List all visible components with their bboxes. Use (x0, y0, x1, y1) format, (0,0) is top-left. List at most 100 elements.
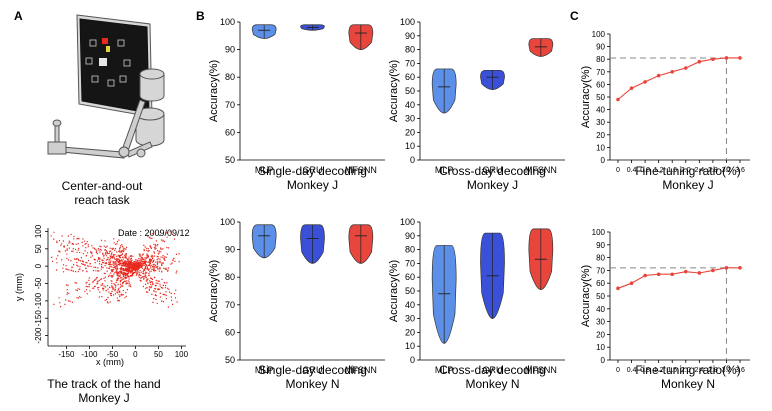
chart-caption: Single-day decoding (258, 164, 367, 178)
handle-icon (47, 119, 67, 155)
x-tick-label: MLP (255, 365, 274, 375)
y-tick-label: 40 (596, 106, 605, 115)
accuracy-point (670, 70, 675, 74)
chart-subcaption: Monkey N (465, 377, 519, 391)
y-tick-label: 70 (225, 100, 235, 110)
accuracy-point (629, 86, 634, 90)
track-points (50, 231, 180, 308)
track-y-tick-label: 50 (34, 244, 43, 253)
accuracy-point (738, 266, 742, 270)
y-tick-label: 20 (596, 131, 605, 140)
y-tick-label: 90 (225, 45, 235, 55)
x-tick-label: MFSNN (345, 165, 377, 175)
y-tick-label: 60 (225, 127, 235, 137)
y-tick-label: 10 (405, 141, 415, 151)
x-tick-label: MLP (435, 165, 454, 175)
y-tick-label: 10 (405, 341, 415, 351)
x-tick-label: GRU (303, 365, 323, 375)
x-tick-label: 1.6 (667, 367, 677, 374)
y-tick-label: 40 (405, 300, 415, 310)
x-tick-label: MLP (255, 165, 274, 175)
track-plot: -150 -100 -50 0 50 100 100500-50-100-150-200 … (14, 224, 190, 405)
y-tick-label: 0 (410, 355, 415, 365)
y-tick-label: 60 (596, 80, 605, 89)
y-tick-label: 80 (225, 272, 235, 282)
accuracy-point (697, 271, 702, 275)
accuracy-series-line (617, 267, 740, 289)
accuracy-point (656, 73, 661, 78)
track-date-label: Date : 2009/09/12 (118, 228, 190, 238)
track-y-axis-label: y (mm) (14, 273, 24, 301)
accuracy-point (616, 97, 620, 102)
y-axis-label: Accuracy(%) (580, 265, 592, 327)
motor-icon (135, 68, 165, 147)
y-tick-label: 70 (405, 258, 415, 268)
track-x-tick-label: 100 (175, 350, 189, 359)
accuracy-point (643, 273, 647, 278)
y-tick-label: 20 (405, 327, 415, 337)
x-tick-label: GRU (483, 165, 503, 175)
y-tick-label: 80 (405, 245, 415, 255)
chart-finetune-n: 0 10 20 30 40 50 60 70 80 90 100 Accuracy(%) 0 0.4 0.8… (580, 228, 750, 391)
y-tick-label: 70 (405, 58, 415, 68)
y-tick-label: 60 (405, 272, 415, 282)
y-tick-label: 20 (596, 330, 605, 339)
x-tick-label: 0 (616, 367, 620, 374)
y-tick-label: 90 (596, 241, 605, 250)
y-tick-label: 50 (225, 355, 235, 365)
y-tick-label: 0 (410, 155, 415, 165)
accuracy-point (643, 80, 647, 84)
y-axis-label: Accuracy(%) (580, 66, 592, 128)
monitor-icon (76, 14, 153, 118)
x-axis-label: Fine-tuning ratio(%) (635, 363, 740, 377)
track-caption-line1: The track of the hand (47, 377, 160, 391)
track-x-tick-label: -50 (107, 350, 119, 359)
y-tick-label: 80 (405, 45, 415, 55)
track-x-tick-label: 0 (133, 350, 138, 359)
y-tick-label: 90 (405, 231, 415, 241)
track-x-tick-label: 50 (154, 350, 163, 359)
task-caption-line1: Center-and-out (62, 179, 143, 193)
y-tick-label: 90 (596, 43, 605, 52)
x-tick-label: 3.2 (722, 167, 732, 174)
accuracy-point (711, 268, 715, 273)
x-tick-label: MFSNN (345, 365, 377, 375)
chart-caption: Cross-day decoding (439, 363, 546, 377)
x-tick-label: 2.4 (694, 367, 704, 374)
y-tick-label: 50 (596, 292, 605, 301)
y-tick-label: 30 (405, 114, 415, 124)
accuracy-point (738, 56, 742, 60)
x-tick-label: 2.8 (708, 367, 718, 374)
accuracy-point (724, 56, 729, 60)
x-tick-label: GRU (483, 365, 503, 375)
y-tick-label: 100 (220, 17, 235, 27)
x-tick-label: 3.6 (735, 167, 745, 174)
track-caption-line2: Monkey J (78, 391, 129, 405)
track-y-tick-label: -200 (34, 327, 43, 344)
accuracy-point (697, 59, 702, 64)
y-tick-label: 30 (405, 314, 415, 324)
accuracy-point (629, 281, 634, 286)
y-tick-label: 80 (225, 72, 235, 82)
y-axis-label: Accuracy(%) (388, 260, 400, 322)
panel-label-c: C (570, 9, 579, 23)
chart-caption: Single-day decoding (258, 363, 367, 377)
chart-subcaption: Monkey N (661, 377, 715, 391)
panel-label-b: B (196, 9, 205, 23)
x-tick-label: 0.8 (640, 167, 650, 174)
y-tick-label: 100 (400, 17, 415, 27)
track-x-tick-label: -150 (58, 350, 75, 359)
chart-subcaption: Monkey N (285, 377, 339, 391)
track-y-tick-label: -50 (34, 277, 43, 289)
x-tick-label: 2.4 (694, 167, 704, 174)
y-tick-label: 50 (405, 86, 415, 96)
accuracy-point (711, 57, 715, 61)
y-tick-label: 60 (596, 279, 605, 288)
y-axis-label: Accuracy(%) (208, 260, 220, 322)
task-caption-line2: reach task (74, 193, 130, 207)
accuracy-point (656, 272, 661, 277)
track-point-cloud (50, 231, 180, 308)
y-tick-label: 70 (596, 68, 605, 77)
y-tick-label: 70 (596, 266, 605, 275)
x-tick-label: 2.8 (708, 167, 718, 174)
